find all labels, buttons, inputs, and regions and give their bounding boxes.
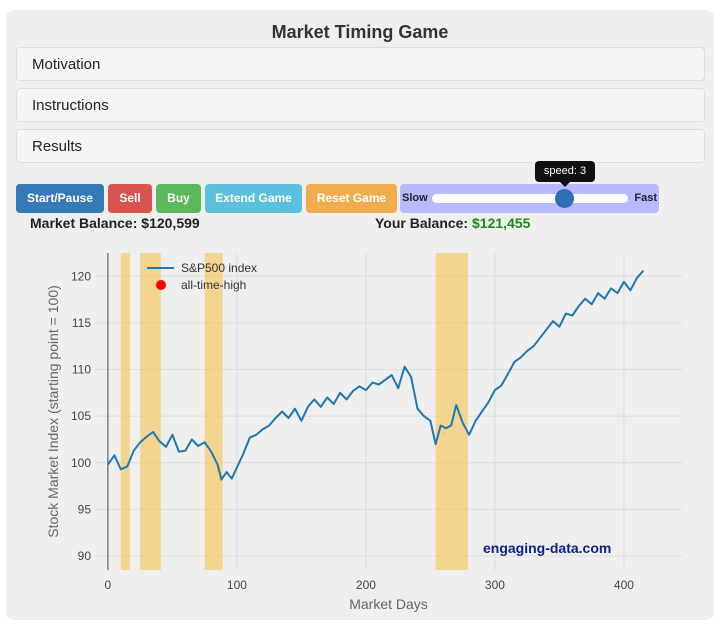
slider-track[interactable]: [432, 194, 628, 203]
x-axis-title: Market Days: [349, 596, 428, 612]
watermark: engaging-data.com: [483, 540, 611, 556]
accordion-instructions[interactable]: Instructions: [16, 88, 705, 122]
out-of-market-band: [204, 253, 223, 570]
x-tick-label: 400: [614, 578, 634, 592]
legend: S&P500 index all-time-high: [147, 261, 257, 292]
out-of-market-band: [120, 253, 130, 570]
your-balance-label: Your Balance:: [375, 215, 469, 231]
accordion-motivation[interactable]: Motivation: [16, 47, 705, 81]
market-balance: Market Balance: $120,599: [30, 215, 200, 231]
accordion-results[interactable]: Results: [16, 129, 705, 163]
legend-dot-swatch: [156, 280, 166, 290]
extend-game-button[interactable]: Extend Game: [205, 184, 302, 213]
out-of-market-band: [435, 253, 468, 570]
x-tick-label: 200: [356, 578, 376, 592]
series-line: [107, 270, 645, 481]
slider-handle[interactable]: [555, 189, 574, 208]
buy-button[interactable]: Buy: [156, 184, 201, 213]
legend-item-ath: all-time-high: [181, 278, 246, 292]
speed-slider[interactable]: Slow Fast: [400, 184, 659, 213]
y-tick-label: 115: [72, 316, 91, 330]
market-balance-value: $120,599: [141, 215, 200, 231]
out-of-market-band: [140, 253, 161, 570]
start-pause-button[interactable]: Start/Pause: [16, 184, 104, 213]
y-tick-label: 95: [78, 502, 92, 516]
legend-item-index: S&P500 index: [181, 261, 257, 275]
y-tick-label: 110: [72, 363, 91, 377]
x-tick-label: 100: [227, 578, 247, 592]
x-tick-label: 300: [485, 578, 505, 592]
y-tick-label: 120: [71, 269, 91, 283]
page-title: Market Timing Game: [271, 22, 449, 42]
slider-slow-label: Slow: [402, 192, 428, 204]
x-tick-label: 0: [105, 578, 112, 592]
y-axis-title: Stock Market Index (starting point = 100…: [45, 285, 61, 538]
reset-game-button[interactable]: Reset Game: [306, 184, 397, 213]
your-balance: Your Balance: $121,455: [375, 215, 530, 231]
sell-button[interactable]: Sell: [108, 184, 152, 213]
y-tick-label: 90: [78, 549, 92, 563]
y-tick-label: 105: [71, 409, 91, 423]
slider-fast-label: Fast: [634, 192, 657, 204]
your-balance-value: $121,455: [472, 215, 531, 231]
y-tick-label: 100: [71, 456, 91, 470]
speed-tooltip: speed: 3: [535, 161, 595, 187]
market-balance-label: Market Balance:: [30, 215, 138, 231]
